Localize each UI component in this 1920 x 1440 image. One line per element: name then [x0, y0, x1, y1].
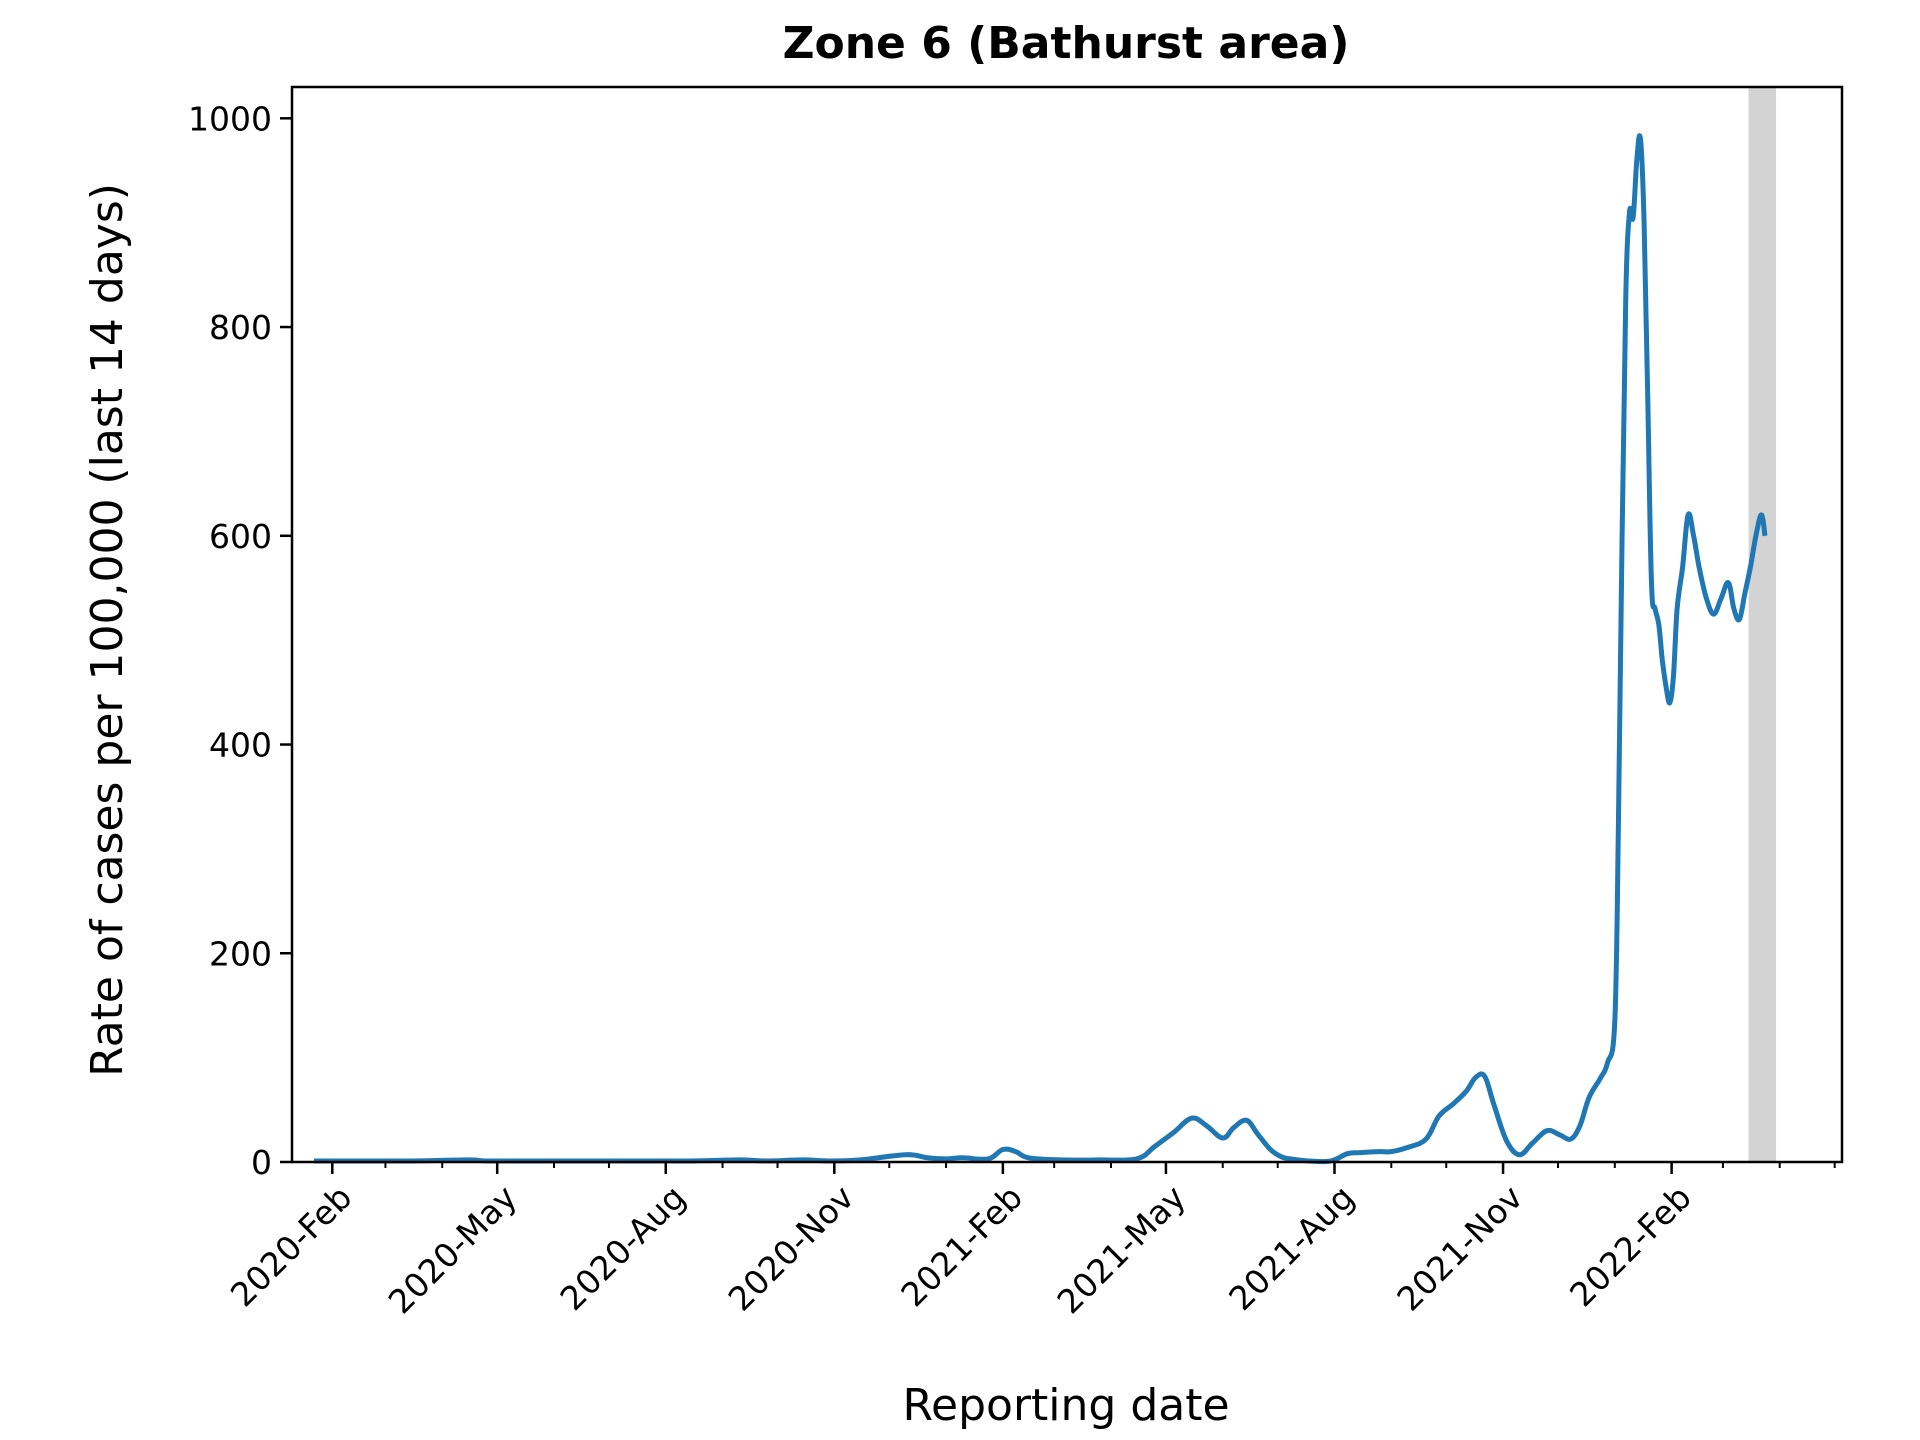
x-axis-ticks: 2020-Feb 2020-May 2020-Aug 2020-Nov 2021-Feb…	[223, 1162, 1836, 1322]
x-tick-label-0: 2020-Feb	[223, 1178, 360, 1315]
x-tick-label-6: 2021-Aug	[1221, 1178, 1361, 1318]
x-tick-label-4: 2021-Feb	[893, 1178, 1030, 1315]
shaded-region-layer	[1748, 87, 1777, 1162]
x-tick-label-1: 2020-May	[381, 1178, 525, 1322]
y-axis-label: Rate of cases per 100,000 (last 14 days)	[82, 183, 133, 1077]
chart-title: Zone 6 (Bathurst area)	[783, 18, 1350, 69]
y-tick-label-0: 0	[251, 1143, 272, 1182]
y-tick-label-3: 600	[209, 517, 272, 556]
plot-frame	[290, 85, 1844, 1164]
x-tick-label-2: 2020-Aug	[553, 1178, 693, 1318]
x-tick-label-7: 2021-Nov	[1389, 1178, 1530, 1319]
y-tick-label-4: 800	[209, 308, 272, 347]
series-line-0	[314, 133, 1768, 1165]
y-tick-label-5: 1000	[188, 99, 272, 138]
y-axis-ticks: 0 200 400 600 800 1000	[188, 99, 292, 1182]
x-tick-label-3: 2020-Nov	[721, 1178, 862, 1319]
shaded-region	[1748, 87, 1777, 1162]
x-tick-label-8: 2022-Feb	[1562, 1178, 1699, 1315]
series-layer	[314, 133, 1768, 1165]
y-tick-label-1: 200	[209, 934, 272, 973]
x-tick-label-5: 2021-May	[1049, 1178, 1193, 1322]
y-tick-label-2: 400	[209, 726, 272, 765]
x-axis-label: Reporting date	[902, 1380, 1229, 1431]
